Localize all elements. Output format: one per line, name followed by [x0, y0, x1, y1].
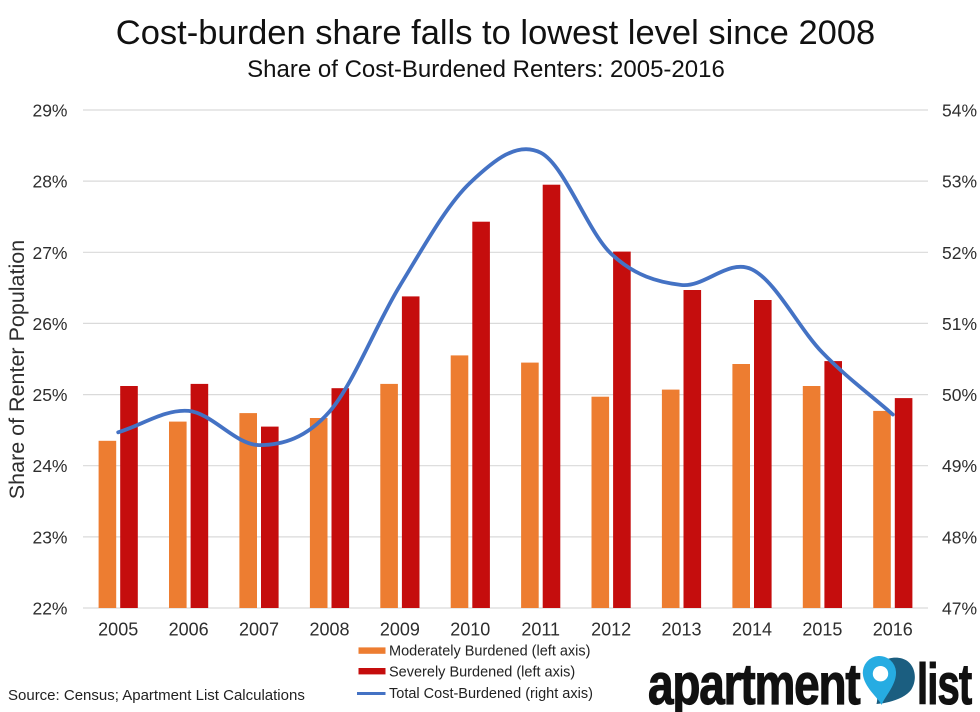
svg-text:24%: 24%	[32, 456, 67, 476]
svg-text:23%: 23%	[32, 527, 67, 547]
svg-text:51%: 51%	[942, 314, 977, 334]
svg-text:Moderately Burdened (left axis: Moderately Burdened (left axis)	[389, 644, 591, 660]
svg-text:27%: 27%	[32, 243, 67, 263]
svg-text:2006: 2006	[169, 620, 209, 640]
svg-text:52%: 52%	[942, 243, 977, 263]
svg-text:2012: 2012	[591, 620, 631, 640]
svg-text:Share of Renter Population: Share of Renter Population	[5, 240, 29, 499]
svg-text:29%: 29%	[32, 101, 67, 121]
svg-text:53%: 53%	[942, 172, 977, 192]
svg-text:25%: 25%	[32, 385, 67, 405]
svg-text:2013: 2013	[661, 620, 701, 640]
svg-text:2016: 2016	[873, 620, 913, 640]
svg-text:Cost-burden share falls to low: Cost-burden share falls to lowest level …	[116, 14, 875, 52]
svg-text:28%: 28%	[32, 172, 67, 192]
svg-text:26%: 26%	[32, 314, 67, 334]
svg-text:2015: 2015	[802, 620, 842, 640]
svg-text:2014: 2014	[732, 620, 772, 640]
svg-text:2008: 2008	[309, 620, 349, 640]
svg-text:48%: 48%	[942, 527, 977, 547]
svg-text:Share of Cost-Burdened Renters: Share of Cost-Burdened Renters: 2005-201…	[247, 56, 725, 83]
svg-text:list: list	[917, 653, 972, 712]
svg-text:2005: 2005	[98, 620, 138, 640]
svg-text:Source: Census; Apartment List: Source: Census; Apartment List Calculati…	[8, 687, 305, 704]
svg-text:Total Cost-Burdened (right axi: Total Cost-Burdened (right axis)	[389, 686, 593, 702]
svg-text:2010: 2010	[450, 620, 490, 640]
svg-text:49%: 49%	[942, 456, 977, 476]
svg-text:2007: 2007	[239, 620, 279, 640]
svg-text:apartment: apartment	[648, 653, 860, 712]
svg-text:Severely Burdened (left axis): Severely Burdened (left axis)	[389, 665, 575, 681]
svg-text:47%: 47%	[942, 599, 977, 619]
svg-text:22%: 22%	[32, 599, 67, 619]
svg-text:2009: 2009	[380, 620, 420, 640]
svg-text:2011: 2011	[521, 620, 560, 640]
svg-text:50%: 50%	[942, 385, 977, 405]
svg-text:54%: 54%	[942, 101, 977, 121]
